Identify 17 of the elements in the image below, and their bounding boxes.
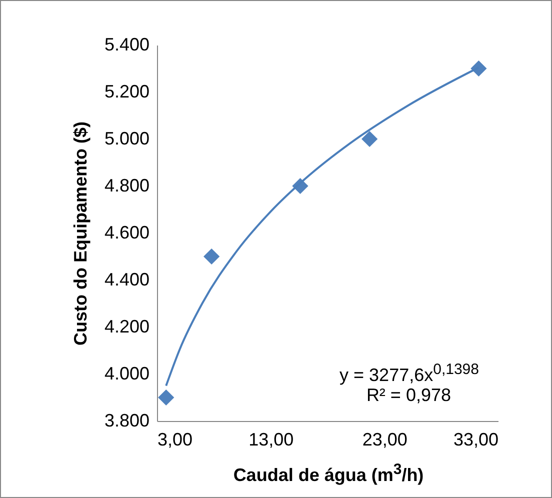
y-tick-label: 5.200 <box>104 82 150 102</box>
y-tick-label: 4.000 <box>104 364 150 384</box>
y-tick-label: 4.800 <box>104 176 150 196</box>
y-tick-label: 4.600 <box>104 222 150 242</box>
x-tick-label: 13,00 <box>248 430 294 450</box>
x-tick-label: 33,00 <box>453 430 498 450</box>
y-axis-title: Custo do Equipamento ($) <box>70 122 90 346</box>
y-tick-label: 5.400 <box>104 34 150 54</box>
x-tick-label: 23,00 <box>362 430 408 450</box>
y-tick-label: 4.200 <box>104 316 150 336</box>
annotation: y = 3277,6x$^{0,1398}$ <box>340 361 479 386</box>
y-tick-label: 4.400 <box>104 270 150 290</box>
y-tick-label: 3.800 <box>104 410 150 430</box>
x-axis-title: Caudal de água (m$^{3}$/h) <box>232 461 425 486</box>
annotation: R² = 0,978 <box>366 385 451 406</box>
y-tick-label: 5.000 <box>104 128 150 148</box>
x-tick-label: 3,00 <box>158 430 193 450</box>
